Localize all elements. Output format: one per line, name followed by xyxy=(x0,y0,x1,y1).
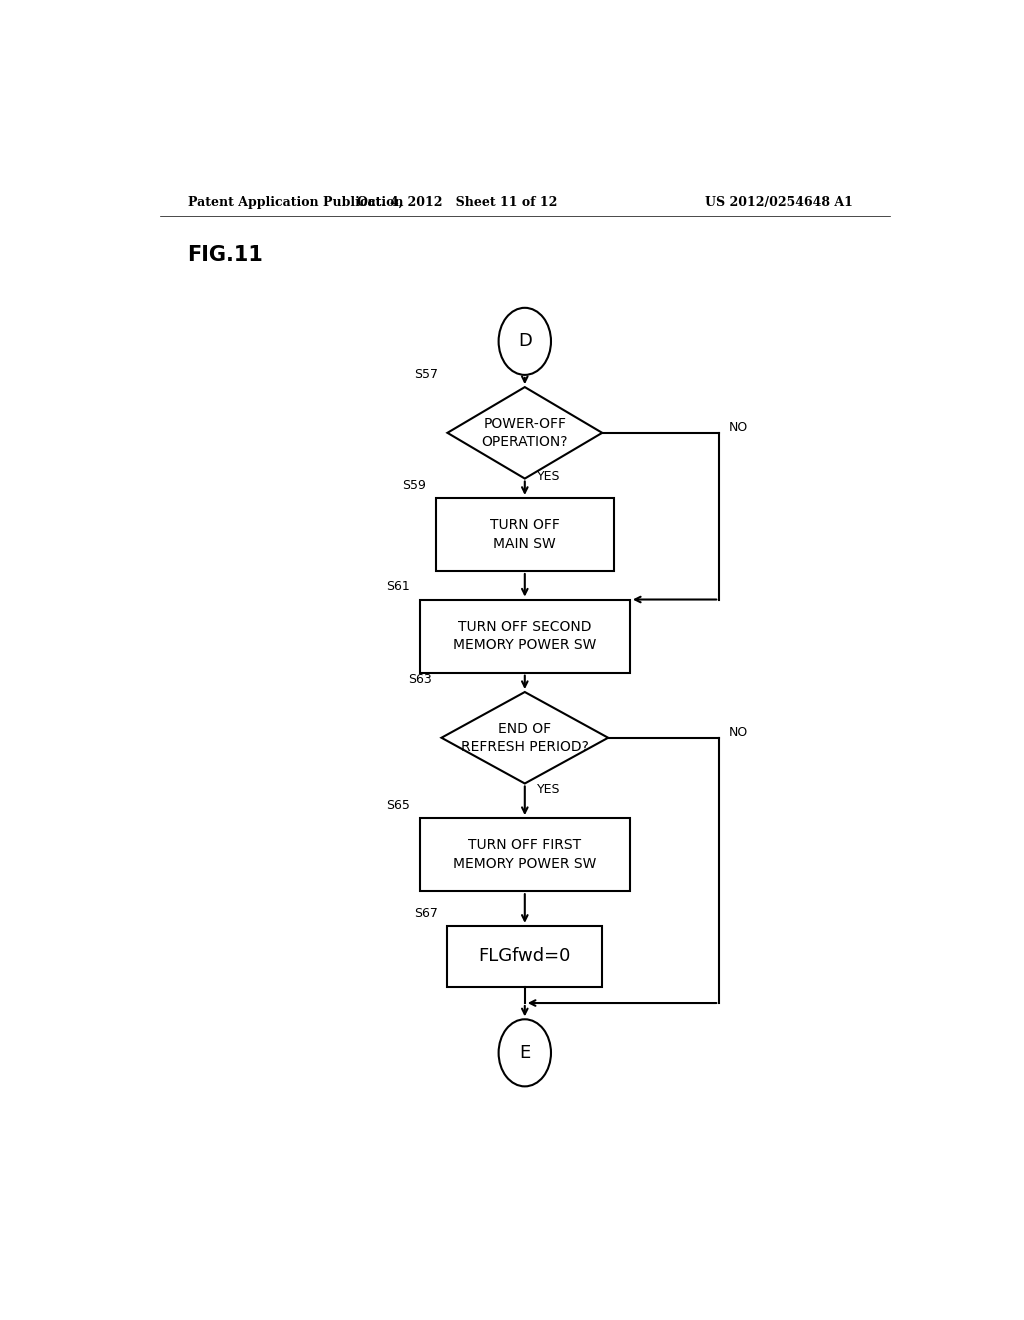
Text: TURN OFF FIRST
MEMORY POWER SW: TURN OFF FIRST MEMORY POWER SW xyxy=(453,838,597,871)
Text: TURN OFF SECOND
MEMORY POWER SW: TURN OFF SECOND MEMORY POWER SW xyxy=(453,620,597,652)
Text: D: D xyxy=(518,333,531,350)
Text: E: E xyxy=(519,1044,530,1061)
Text: YES: YES xyxy=(537,783,560,796)
Text: NO: NO xyxy=(729,421,748,434)
Text: S67: S67 xyxy=(414,907,438,920)
Text: YES: YES xyxy=(537,470,560,483)
Text: END OF
REFRESH PERIOD?: END OF REFRESH PERIOD? xyxy=(461,722,589,754)
Text: S57: S57 xyxy=(414,368,438,381)
Text: S59: S59 xyxy=(402,479,426,492)
Text: Oct. 4, 2012   Sheet 11 of 12: Oct. 4, 2012 Sheet 11 of 12 xyxy=(357,195,557,209)
Text: S65: S65 xyxy=(386,799,411,812)
Text: POWER-OFF
OPERATION?: POWER-OFF OPERATION? xyxy=(481,417,568,449)
Text: FIG.11: FIG.11 xyxy=(187,246,263,265)
Text: S61: S61 xyxy=(386,581,411,594)
Text: TURN OFF
MAIN SW: TURN OFF MAIN SW xyxy=(489,519,560,550)
Text: S63: S63 xyxy=(409,673,432,686)
Text: US 2012/0254648 A1: US 2012/0254648 A1 xyxy=(705,195,853,209)
Text: FLGfwd=0: FLGfwd=0 xyxy=(478,948,571,965)
Text: NO: NO xyxy=(729,726,748,739)
Text: Patent Application Publication: Patent Application Publication xyxy=(187,195,403,209)
